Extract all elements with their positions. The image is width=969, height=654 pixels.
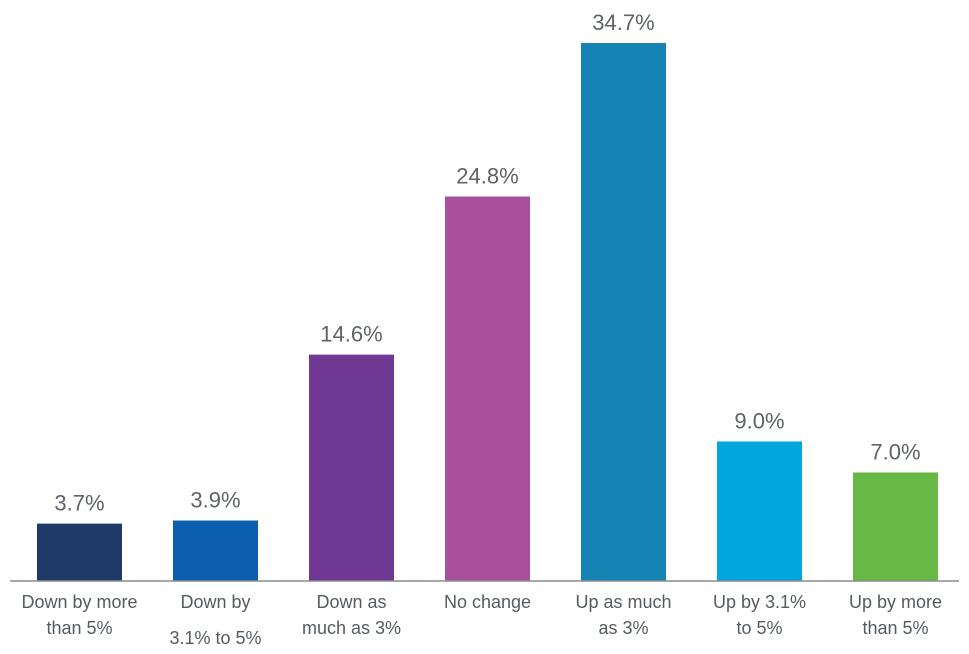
bars-layer xyxy=(37,43,938,581)
bar-value-label: 3.9% xyxy=(190,488,240,513)
category-label: much as 3% xyxy=(302,618,401,638)
category-label: Down by more xyxy=(21,592,137,612)
category-label: Up as much xyxy=(575,592,671,612)
bar-value-label: 34.7% xyxy=(592,10,654,35)
bar-6 xyxy=(717,441,802,581)
bar-value-label: 7.0% xyxy=(870,439,920,464)
category-label: No change xyxy=(444,592,531,612)
bar-value-label: 9.0% xyxy=(734,408,784,433)
category-labels-layer: Down by more than 5% Down by 3.1% to 5% Down… xyxy=(21,592,942,648)
category-label: Up by more xyxy=(849,592,942,612)
category-label: Up by 3.1% xyxy=(713,592,806,612)
bar-5 xyxy=(581,43,666,581)
category-label: Down by xyxy=(180,592,250,612)
bar-7 xyxy=(853,472,938,581)
category-label: Down as xyxy=(316,592,386,612)
value-labels-layer: 3.7% 3.9% 14.6% 24.8% 34.7% 9.0% 7.0% xyxy=(54,10,920,516)
category-label: than 5% xyxy=(862,618,928,638)
bar-value-label: 3.7% xyxy=(54,491,104,516)
bar-1 xyxy=(37,523,122,581)
bar-2 xyxy=(173,520,258,581)
bar-4 xyxy=(445,196,530,581)
bar-value-label: 24.8% xyxy=(456,163,518,188)
category-label: to 5% xyxy=(736,618,782,638)
bar-value-label: 14.6% xyxy=(320,322,382,347)
bar-3 xyxy=(309,354,394,581)
category-label: than 5% xyxy=(46,618,112,638)
category-label: as 3% xyxy=(598,618,648,638)
category-label: 3.1% to 5% xyxy=(169,628,261,648)
